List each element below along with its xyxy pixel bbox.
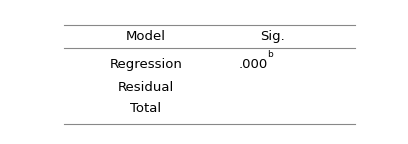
- Text: Residual: Residual: [118, 81, 174, 94]
- Text: .000: .000: [238, 58, 268, 71]
- Text: Sig.: Sig.: [260, 30, 285, 43]
- Text: b: b: [268, 50, 273, 59]
- Text: Regression: Regression: [109, 58, 182, 71]
- Text: Total: Total: [130, 102, 162, 115]
- Text: Model: Model: [126, 30, 166, 43]
